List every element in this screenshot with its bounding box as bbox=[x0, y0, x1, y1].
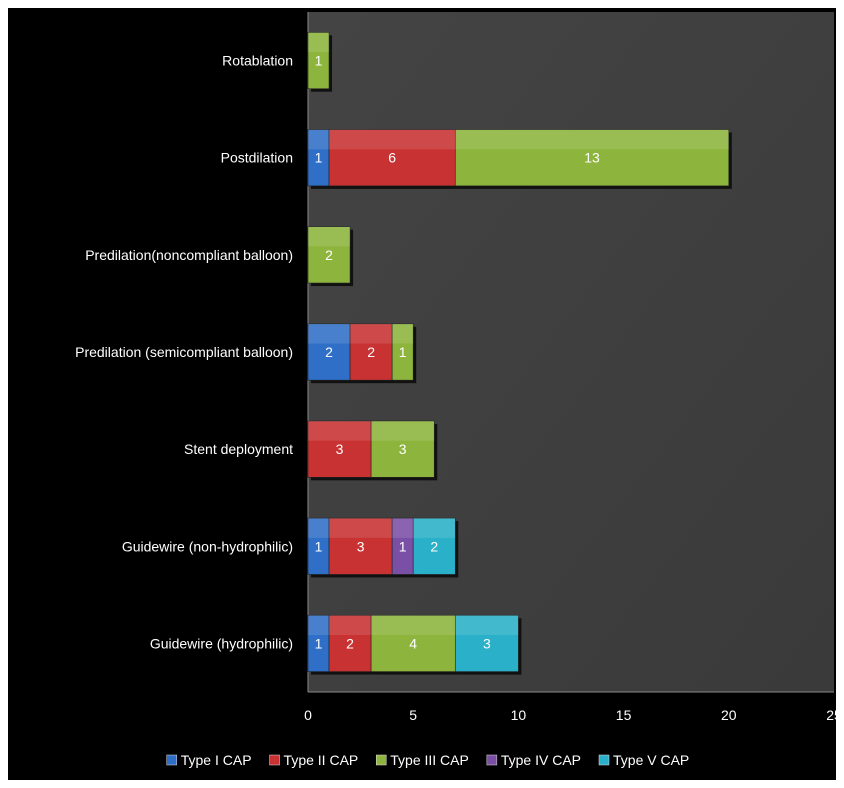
x-tick-label: 15 bbox=[616, 707, 632, 723]
data-label: 2 bbox=[325, 344, 333, 360]
bar-highlight bbox=[371, 615, 456, 635]
bar-type-v-cap-guidewire-hydrophilic bbox=[454, 614, 519, 672]
bar-highlight bbox=[350, 323, 393, 344]
data-label: 13 bbox=[584, 150, 600, 166]
data-label: 2 bbox=[430, 538, 438, 554]
bar-type-iii-cap-postdilation bbox=[454, 129, 730, 187]
legend-item-type-ii-cap: Type II CAP bbox=[269, 752, 359, 768]
bar-highlight bbox=[329, 129, 456, 150]
data-label: 1 bbox=[315, 635, 323, 651]
x-tick-label: 25 bbox=[826, 707, 836, 723]
bar-type-ii-cap-postdilation bbox=[328, 129, 456, 187]
bar-highlight bbox=[308, 129, 330, 150]
bar-highlight bbox=[455, 615, 519, 635]
legend-swatch bbox=[598, 754, 610, 766]
bar-type-i-cap-predilation-semicompliant-balloon bbox=[307, 323, 351, 381]
legend-item-type-iii-cap: Type III CAP bbox=[376, 752, 469, 768]
bar-highlight bbox=[308, 323, 351, 344]
legend-item-type-iv-cap: Type IV CAP bbox=[486, 752, 581, 768]
bar-highlight bbox=[455, 129, 729, 150]
data-label: 6 bbox=[388, 150, 396, 166]
bar-highlight bbox=[308, 226, 351, 247]
legend-swatch bbox=[376, 754, 387, 766]
category-label: Stent deployment bbox=[184, 441, 293, 457]
legend-label: Type II CAP bbox=[284, 752, 359, 768]
data-label: 1 bbox=[399, 344, 407, 360]
bar-type-ii-cap-stent-deployment bbox=[307, 420, 372, 478]
bar-highlight bbox=[308, 420, 372, 441]
bar-type-iii-cap-guidewire-hydrophilic bbox=[370, 614, 456, 672]
x-tick-label: 20 bbox=[721, 707, 737, 723]
data-label: 1 bbox=[315, 53, 323, 69]
data-label: 3 bbox=[399, 441, 407, 457]
x-tick-label: 0 bbox=[304, 707, 312, 723]
category-label: Postdilation bbox=[221, 150, 293, 166]
category-labels: Guidewire (hydrophilic) Guidewire (non-hy… bbox=[75, 53, 293, 652]
data-label: 4 bbox=[409, 635, 417, 651]
data-label: 1 bbox=[399, 538, 407, 554]
bar-highlight bbox=[392, 518, 414, 538]
data-label: 2 bbox=[367, 344, 375, 360]
category-label: Predilation (semicompliant balloon) bbox=[75, 344, 293, 360]
bar-type-iii-cap-rotablation bbox=[307, 32, 330, 90]
x-tick-label: 5 bbox=[409, 707, 417, 723]
data-label: 3 bbox=[483, 635, 491, 651]
bar-highlight bbox=[329, 518, 393, 538]
bar-type-ii-cap-predilation-semicompliant-balloon bbox=[349, 323, 393, 381]
legend-label: Type V CAP bbox=[613, 752, 689, 768]
bar-type-iii-cap-predilation-noncompliant-balloon bbox=[307, 226, 351, 284]
category-label: Rotablation bbox=[222, 53, 293, 69]
data-label: 1 bbox=[315, 538, 323, 554]
bar-type-iii-cap-stent-deployment bbox=[370, 420, 435, 478]
legend-label: Type I CAP bbox=[181, 752, 252, 768]
bar-highlight bbox=[371, 420, 435, 441]
bar-type-iii-cap-predilation-semicompliant-balloon bbox=[391, 323, 414, 381]
data-label: 2 bbox=[325, 247, 333, 263]
x-tick-labels: 0 5 10 15 20 25 bbox=[304, 707, 836, 723]
legend-label: Type IV CAP bbox=[501, 752, 581, 768]
legend: Type I CAP Type II CAP Type III CAP Type IV… bbox=[166, 752, 689, 768]
legend-item-type-i-cap: Type I CAP bbox=[166, 752, 252, 768]
category-label: Guidewire (hydrophilic) bbox=[150, 635, 293, 651]
bar-highlight bbox=[308, 518, 330, 538]
bar-highlight bbox=[329, 615, 372, 635]
data-label: 2 bbox=[346, 635, 354, 651]
category-label: Predilation(noncompliant balloon) bbox=[85, 247, 293, 263]
chart-frame: 1 2 4 3 1 3 1 2 3 3 2 2 1 2 1 6 13 1 Guidewire (hydrophil… bbox=[8, 8, 836, 780]
legend-label: Type III CAP bbox=[390, 752, 469, 768]
data-label: 3 bbox=[357, 538, 365, 554]
bar-highlight bbox=[392, 323, 414, 344]
bar-highlight bbox=[308, 615, 330, 635]
x-tick-label: 10 bbox=[511, 707, 527, 723]
legend-swatch bbox=[166, 754, 177, 766]
legend-item-type-v-cap: Type V CAP bbox=[598, 752, 689, 768]
stacked-bar-chart: 1 2 4 31 3 1 23 32 2 121 6 131 Guidewire (hydrophil… bbox=[75, 12, 836, 768]
bar-highlight bbox=[413, 518, 456, 538]
bar-highlight bbox=[308, 32, 330, 53]
legend-swatch bbox=[269, 754, 280, 766]
bar-type-v-cap-guidewire-non-hydrophilic bbox=[412, 517, 456, 575]
data-label: 3 bbox=[336, 441, 344, 457]
category-label: Guidewire (non-hydrophilic) bbox=[122, 538, 293, 554]
bars-group: 1 2 4 31 3 1 23 32 2 121 6 131 bbox=[307, 32, 732, 675]
data-label: 1 bbox=[315, 150, 323, 166]
legend-swatch bbox=[486, 754, 498, 766]
bar-type-ii-cap-guidewire-non-hydrophilic bbox=[328, 517, 393, 575]
